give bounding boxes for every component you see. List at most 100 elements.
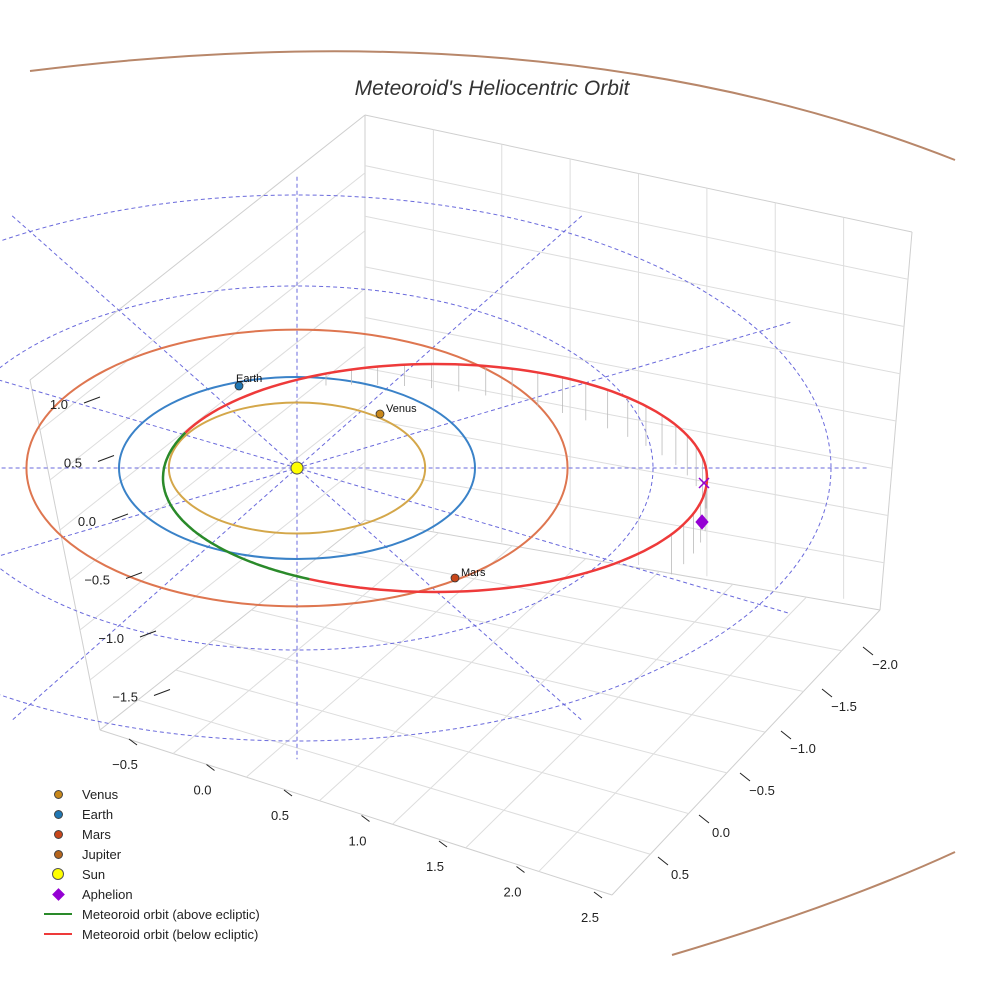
back-wall-horizontal-6 — [364, 418, 889, 516]
legend-label: Meteoroid orbit (below ecliptic) — [82, 926, 259, 942]
axes-edge-3 — [29, 379, 101, 731]
legend-label: Jupiter — [82, 846, 122, 862]
sun-marker — [290, 461, 304, 475]
legend-symbol — [38, 884, 78, 904]
mars-marker — [450, 573, 460, 583]
aphelion-marker — [695, 514, 709, 530]
floor-line-b-1 — [137, 699, 651, 855]
y-tick-mark-1 — [821, 688, 833, 698]
floor-line-b-6 — [327, 549, 842, 652]
x-tick-label-2: 0.5 — [271, 808, 289, 823]
left-wall-line-1 — [39, 172, 366, 431]
legend-symbol — [38, 904, 78, 924]
legend-label: Mars — [82, 826, 111, 842]
y-tick-label-5: 0.5 — [671, 867, 689, 882]
back-wall-horizontal-1 — [364, 165, 909, 280]
jupiter-orbit-arc-top — [29, 50, 956, 161]
z-tick-mark-2 — [111, 513, 129, 521]
meteoroid-drop-lines — [325, 364, 708, 575]
legend-item-mars: Mars — [38, 824, 260, 844]
x-tick-label-0: −0.5 — [112, 757, 138, 772]
y-tick-label-0: −2.0 — [872, 657, 898, 672]
legend-label: Aphelion — [82, 886, 133, 902]
left-wall-line-2 — [49, 230, 366, 481]
legend-label: Sun — [82, 866, 106, 882]
axes-edge-5 — [611, 609, 881, 896]
chart-title: Meteoroid's Heliocentric Orbit — [355, 77, 631, 100]
legend-item-meteoroid-orbit-above-ecliptic: Meteoroid orbit (above ecliptic) — [38, 904, 260, 924]
y-tick-mark-4 — [698, 814, 710, 824]
z-tick-label-0: 1.0 — [50, 397, 68, 412]
x-tick-mark-5 — [516, 866, 525, 873]
axes-edge-4 — [99, 729, 613, 896]
earth-label: Earth — [236, 373, 262, 385]
x-tick-mark-3 — [361, 815, 370, 822]
legend-symbol — [38, 924, 78, 944]
floor-line-b-5 — [289, 579, 804, 692]
axes-edge-0 — [29, 114, 366, 381]
jupiter-orbit-arc-bottom — [671, 851, 956, 956]
legend-label: Venus — [82, 786, 119, 802]
legend-label: Earth — [82, 806, 114, 822]
x-tick-label-6: 2.5 — [581, 910, 599, 925]
mars-label: Mars — [461, 567, 486, 579]
z-tick-label-4: −1.0 — [98, 631, 124, 646]
meteoroid-orbit — [161, 362, 709, 594]
z-tick-mark-4 — [139, 630, 157, 638]
mars-orbit — [25, 328, 569, 608]
legend-item-aphelion: Aphelion — [38, 884, 260, 904]
node-cross-marker — [698, 477, 710, 489]
meteoroid-orbit-below — [184, 362, 709, 594]
legend-symbol — [38, 784, 78, 804]
y-tick-mark-2 — [780, 730, 792, 740]
x-tick-label-5: 2.0 — [503, 885, 521, 900]
y-tick-mark-5 — [657, 856, 669, 866]
legend-item-venus: Venus — [38, 784, 260, 804]
floor-line-b-4 — [251, 609, 766, 733]
legend-item-jupiter: Jupiter — [38, 844, 260, 864]
y-tick-label-2: −1.0 — [790, 741, 816, 756]
legend-symbol — [38, 804, 78, 824]
back-wall-horizontal-4 — [364, 317, 897, 422]
x-tick-mark-2 — [283, 789, 293, 797]
y-tick-mark-0 — [862, 646, 874, 656]
venus-orbit — [167, 401, 427, 535]
meteoroid-orbit-above — [161, 431, 310, 581]
venus-marker — [375, 409, 385, 419]
left-wall-line-4 — [69, 346, 366, 581]
floor-line-a-4 — [392, 571, 660, 825]
back-wall-horizontal-2 — [364, 215, 905, 327]
legend-symbol — [38, 844, 78, 864]
y-tick-mark-3 — [739, 772, 751, 782]
venus-label: Venus — [386, 403, 417, 415]
legend-symbol — [38, 864, 78, 884]
legend-label: Meteoroid orbit (above ecliptic) — [82, 906, 260, 922]
floor-line-a-5 — [465, 583, 734, 849]
z-tick-label-5: −1.5 — [112, 690, 138, 705]
floor-line-b-2 — [175, 669, 689, 815]
left-wall-line-5 — [79, 403, 366, 631]
floor-line-b-3 — [213, 639, 727, 774]
back-wall-horizontal-3 — [364, 266, 901, 375]
y-tick-label-1: −1.5 — [831, 699, 857, 714]
z-tick-mark-5 — [153, 689, 171, 696]
floor-line-a-1 — [172, 532, 439, 754]
z-tick-mark-3 — [125, 572, 143, 579]
x-tick-label-4: 1.5 — [426, 859, 444, 874]
axes-edge-7 — [364, 519, 881, 611]
legend-item-meteoroid-orbit-below-ecliptic: Meteoroid orbit (below ecliptic) — [38, 924, 260, 944]
z-tick-mark-1 — [97, 455, 115, 462]
x-tick-mark-1 — [206, 764, 215, 771]
left-wall-line-6 — [89, 461, 366, 681]
back-wall-horizontal-7 — [364, 468, 885, 564]
x-tick-mark-0 — [128, 738, 138, 746]
planet-orbits — [25, 328, 569, 608]
floor-line-a-3 — [319, 558, 587, 802]
y-tick-label-3: −0.5 — [749, 783, 775, 798]
left-wall-line-3 — [59, 288, 366, 531]
z-tick-label-3: −0.5 — [84, 573, 110, 588]
x-tick-mark-4 — [438, 840, 448, 848]
back-wall-horizontal-5 — [364, 367, 893, 469]
earth-marker — [234, 381, 244, 391]
